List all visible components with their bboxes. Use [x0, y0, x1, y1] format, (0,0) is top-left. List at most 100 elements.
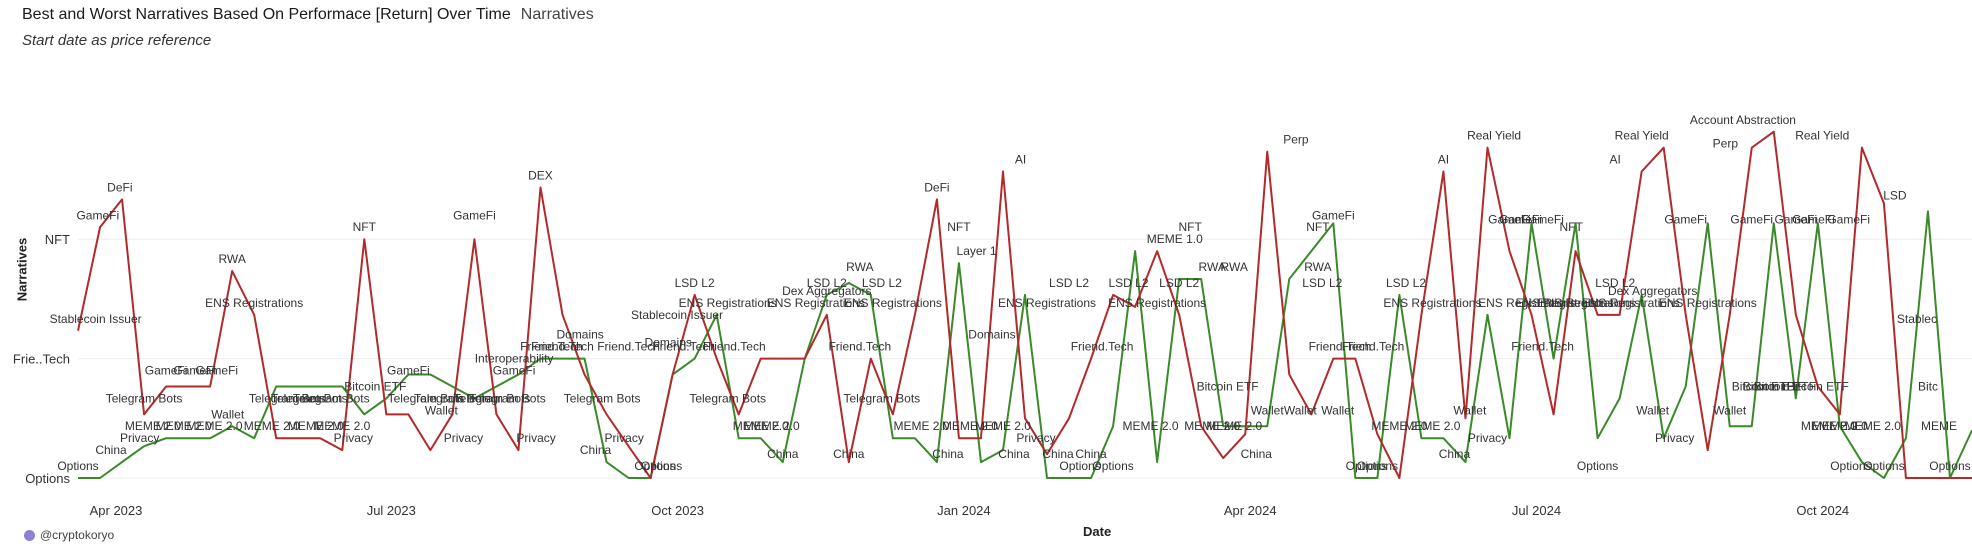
data-label: RWA — [1199, 260, 1226, 274]
data-label: China — [932, 447, 964, 461]
data-label: MEME 2.0 — [975, 419, 1031, 433]
data-label: China — [1075, 447, 1107, 461]
data-label: MEME 2.0 — [1206, 419, 1262, 433]
data-label: GameFi — [493, 364, 536, 378]
data-label: GameFi — [1774, 212, 1817, 226]
y-tick-label: NFT — [45, 232, 70, 247]
data-label: GameFi — [1827, 212, 1870, 226]
data-label: Wallet — [1453, 403, 1487, 417]
data-label: Options — [1863, 459, 1904, 473]
series-line-best — [77, 130, 1972, 479]
data-label: ENS Registrations — [1538, 296, 1636, 310]
data-label: Friend.Tech — [1342, 340, 1405, 354]
data-label: MEME 2.0 — [733, 419, 789, 433]
data-label: AI — [1015, 153, 1026, 167]
data-label: NFT — [353, 220, 377, 234]
y-tick-label: Frie..Tech — [13, 352, 70, 367]
data-label: ENS Registrations — [679, 296, 777, 310]
chart-title-text: Best and Worst Narratives Based On Perfo… — [22, 6, 511, 23]
data-label: Wallet — [425, 403, 459, 417]
data-label: Telegram Bots — [293, 391, 370, 405]
data-label: MEME 2.0 — [1371, 419, 1427, 433]
x-tick-label: Jan 2024 — [937, 503, 991, 518]
x-tick-label: Jul 2024 — [1512, 503, 1561, 518]
data-label: ENS Registrations — [1108, 296, 1206, 310]
narratives-tab[interactable]: Narratives — [520, 6, 594, 23]
data-label: Privacy — [1016, 431, 1055, 445]
data-label: Options — [1346, 459, 1387, 473]
data-label: Friend.Tech — [652, 340, 715, 354]
data-label: Telegram Bots — [271, 391, 348, 405]
data-label: MEME 2.0 — [744, 419, 800, 433]
data-label: Privacy — [120, 431, 159, 445]
data-label: LSD L2 — [862, 276, 902, 290]
data-label: RWA — [1304, 260, 1331, 274]
data-label: LSD L2 — [1302, 276, 1342, 290]
data-label: Telegram Bots — [388, 391, 465, 405]
data-label: MEME 2.0 — [244, 419, 300, 433]
data-label: Stablecoin Issuer — [50, 312, 142, 326]
x-tick-label: Oct 2024 — [1796, 503, 1849, 518]
data-label: Options — [641, 459, 682, 473]
data-label: Telegram Bots — [249, 391, 326, 405]
data-label: Layer 1 — [957, 244, 997, 258]
data-label: Telegram Bots — [469, 391, 546, 405]
data-label: AI — [1438, 153, 1449, 167]
data-label: Bitcoin ETF — [1197, 379, 1259, 393]
y-axis-title: Narratives — [14, 237, 30, 302]
data-label: GameFi — [1312, 208, 1355, 222]
x-tick-label: Apr 2024 — [1224, 503, 1277, 518]
data-label: MEME 2.0 — [1812, 419, 1868, 433]
data-label: Wallet — [1321, 403, 1355, 417]
data-label: Domains — [556, 328, 603, 342]
chart-title: Best and Worst Narratives Based On Perfo… — [22, 6, 594, 24]
data-label: ENS Registrations — [1383, 296, 1481, 310]
data-label: Interoperability — [475, 352, 554, 366]
data-label: MEME 2.0 — [1123, 419, 1179, 433]
data-label: Stablec — [1897, 312, 1937, 326]
data-label: Friend.Tech — [1309, 340, 1372, 354]
x-tick-label: Apr 2023 — [90, 503, 143, 518]
data-label: Options — [1357, 459, 1398, 473]
data-label: LSD L2 — [1595, 276, 1635, 290]
data-label: Privacy — [516, 431, 555, 445]
data-label: Friend.Tech — [828, 340, 891, 354]
x-tick-label: Jul 2023 — [367, 503, 416, 518]
data-label: MEME 2.0 — [942, 419, 998, 433]
data-label: LSD L2 — [1108, 276, 1148, 290]
user-avatar-icon — [24, 529, 35, 541]
data-label: MEME 2.0 — [314, 419, 370, 433]
data-label: China — [95, 443, 127, 457]
data-label: Privacy — [1468, 431, 1507, 445]
data-label: MEME 2.0 — [156, 419, 212, 433]
data-label: MEME 1.0 — [1147, 232, 1203, 246]
data-label: LSD L2 — [1159, 276, 1199, 290]
data-label: Telegram Bots — [106, 391, 183, 405]
data-label: Bitc — [1918, 379, 1938, 393]
data-label: AI — [1610, 153, 1621, 167]
data-label: Bitcoin ETF — [1732, 379, 1794, 393]
data-label: DeFi — [924, 180, 949, 194]
data-label: ENS Registrations — [1478, 296, 1576, 310]
data-label: ENS Registrations — [1516, 296, 1614, 310]
data-label: Real Yield — [1795, 129, 1849, 143]
data-label: GameFi — [1499, 212, 1542, 226]
data-label: Real Yield — [1615, 129, 1669, 143]
data-label: China — [1042, 447, 1074, 461]
data-label: Privacy — [605, 431, 644, 445]
data-label: NFT — [1306, 220, 1330, 234]
data-label: GameFi — [1730, 212, 1773, 226]
data-label: Real Yield — [1467, 129, 1521, 143]
data-label: MEME 2.0 — [288, 419, 344, 433]
data-label: MEME 2.0 — [893, 419, 949, 433]
data-label: GameFi — [387, 364, 430, 378]
data-label: Friend.Tech — [1511, 340, 1574, 354]
data-label: ENS Registrations — [205, 296, 303, 310]
data-label: GameFi — [195, 364, 238, 378]
credit-handle[interactable]: @cryptokoryo — [40, 528, 115, 542]
data-label: RWA — [846, 260, 873, 274]
data-label: Perp — [1713, 137, 1739, 151]
x-tick-label: Oct 2023 — [651, 503, 704, 518]
data-label: GameFi — [173, 364, 216, 378]
data-label: MEME 2.0 — [1404, 419, 1460, 433]
